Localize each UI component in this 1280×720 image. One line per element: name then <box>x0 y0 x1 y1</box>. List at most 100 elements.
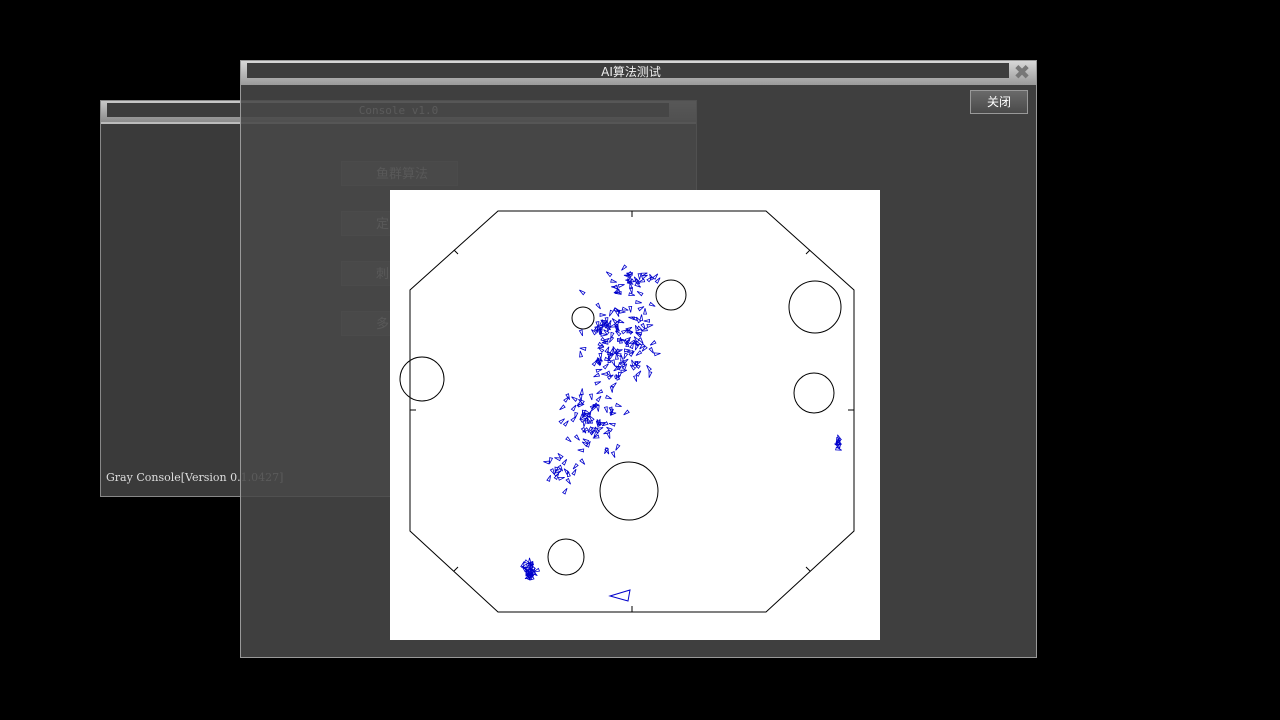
fish <box>634 343 640 351</box>
fish <box>648 346 654 354</box>
fish <box>553 473 560 481</box>
fish <box>614 319 621 326</box>
fish <box>610 278 617 283</box>
fish <box>643 318 650 323</box>
title-bar-inner <box>247 63 1009 78</box>
fish <box>636 325 644 331</box>
fish <box>612 346 618 353</box>
fish <box>563 396 570 403</box>
fish <box>603 429 611 435</box>
fish <box>628 339 636 344</box>
fish <box>613 288 621 294</box>
fish <box>614 375 621 380</box>
fish <box>595 405 600 412</box>
simulation-canvas <box>390 190 880 640</box>
fish <box>623 409 630 416</box>
fish <box>641 345 648 352</box>
fish <box>648 301 656 307</box>
fish <box>604 447 610 454</box>
fish <box>620 369 628 374</box>
fish <box>641 327 648 332</box>
fish <box>521 566 528 573</box>
fish <box>621 363 628 371</box>
fish <box>577 448 585 453</box>
obstacle <box>599 461 659 521</box>
fish <box>637 337 644 344</box>
fish <box>570 416 577 423</box>
fish <box>565 436 572 443</box>
fish <box>631 359 636 367</box>
fish <box>579 350 584 358</box>
fish <box>615 402 622 407</box>
fish <box>640 322 646 330</box>
fish <box>533 567 541 573</box>
fish <box>588 415 595 422</box>
fish <box>595 395 602 403</box>
fish <box>835 438 841 446</box>
fish <box>628 316 635 321</box>
window-close-icon[interactable]: ✖ <box>1013 60 1031 84</box>
close-button[interactable]: 关闭 <box>970 90 1028 114</box>
fish <box>607 356 612 364</box>
fish <box>635 370 642 377</box>
fish <box>549 468 555 475</box>
fish <box>606 426 613 433</box>
fish <box>652 273 659 280</box>
fish <box>570 404 577 412</box>
fish <box>582 420 587 427</box>
fish <box>592 434 600 439</box>
fish <box>609 386 614 393</box>
fish <box>621 306 629 311</box>
fish <box>615 330 622 337</box>
fish <box>578 329 583 337</box>
fish <box>605 394 612 400</box>
fish <box>601 372 608 377</box>
obstacle <box>399 356 445 402</box>
fish <box>586 419 594 424</box>
fish <box>601 421 609 427</box>
fish <box>610 331 615 339</box>
fish <box>521 563 528 568</box>
fish <box>607 350 613 358</box>
fish <box>563 468 570 475</box>
fish <box>617 362 625 368</box>
fish <box>608 422 616 427</box>
fish <box>609 309 614 317</box>
fish <box>604 317 609 324</box>
fish <box>609 336 615 343</box>
fish <box>635 324 640 332</box>
obstacle <box>571 306 595 330</box>
fish <box>571 468 577 476</box>
fish <box>597 358 602 366</box>
fish <box>553 471 561 477</box>
fish <box>643 308 648 315</box>
fish <box>591 359 598 367</box>
fish <box>615 353 619 360</box>
fish <box>617 338 624 342</box>
fish <box>546 475 551 482</box>
fish <box>646 276 653 283</box>
fish <box>620 329 628 335</box>
fish <box>607 351 614 356</box>
fish <box>582 427 589 433</box>
fish <box>595 368 603 373</box>
fish <box>598 352 603 360</box>
fish <box>626 272 633 277</box>
fish <box>594 381 602 386</box>
fish <box>598 347 605 353</box>
fish <box>637 306 645 312</box>
fish <box>615 374 621 381</box>
fish <box>636 291 644 297</box>
fish <box>554 468 562 473</box>
obstacle <box>788 280 842 334</box>
fish <box>623 352 629 360</box>
fish <box>579 413 585 421</box>
fish <box>597 418 601 426</box>
fish <box>622 339 629 346</box>
fish <box>579 417 587 424</box>
fish <box>583 409 591 415</box>
fish <box>620 354 625 362</box>
obstacle <box>655 279 687 311</box>
fish <box>602 320 608 328</box>
fish <box>639 314 644 321</box>
